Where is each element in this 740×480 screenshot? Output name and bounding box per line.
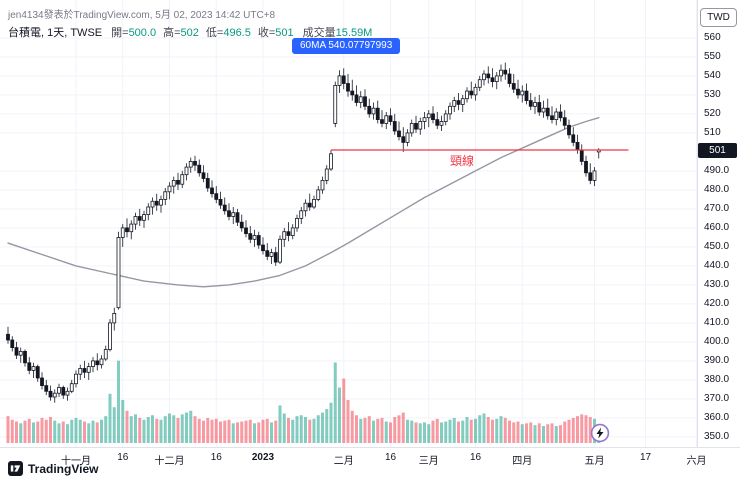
tradingview-attribution[interactable]: TradingView xyxy=(8,461,98,476)
time-axis-label[interactable]: 2023 xyxy=(251,452,275,463)
price-axis-label: 420.0 xyxy=(704,297,730,309)
price-axis-label: 480.0 xyxy=(704,183,730,195)
tradingview-logo-icon xyxy=(8,461,23,476)
time-axis-label[interactable]: 16 xyxy=(469,452,482,463)
brand-text: TradingView xyxy=(28,461,99,476)
currency-button[interactable]: TWD xyxy=(700,8,737,27)
price-axis-label: 510 xyxy=(704,126,721,138)
time-axis-label[interactable]: 四月 xyxy=(512,456,533,467)
ma-value-tooltip: 60MA 540.07797993 xyxy=(292,38,401,54)
price-axis-label: 560 xyxy=(704,31,721,43)
ohlc-value: 502 xyxy=(180,27,199,39)
chart-legend: 台積電, 1天, TWSE 開=500.0 高=502 低=496.5 收=501 成… xyxy=(8,24,372,40)
time-axis-label[interactable]: 三月 xyxy=(418,456,439,467)
volume-value: 15.59M xyxy=(335,27,373,39)
price-axis-label: 520 xyxy=(704,107,721,119)
price-axis-label: 390.0 xyxy=(704,354,730,366)
ohlc-label: 收= xyxy=(257,27,276,39)
price-axis-label: 550 xyxy=(704,50,721,62)
time-axis-label[interactable]: 16 xyxy=(117,452,129,463)
volume-legend: 成交量15.59M xyxy=(303,24,373,40)
neckline-label[interactable]: 頸線 xyxy=(450,154,475,168)
time-axis-label[interactable]: 五月 xyxy=(584,456,605,467)
price-axis-label: 350.0 xyxy=(704,430,730,442)
ohlc-label: 高= xyxy=(163,27,181,39)
ohlc-label: 低= xyxy=(205,27,224,39)
volume-label: 成交量 xyxy=(302,27,336,39)
price-axis-label: 470.0 xyxy=(704,202,730,214)
price-axis-label: 430.0 xyxy=(704,278,730,290)
ohlc-pair: 開=500.0 xyxy=(111,24,156,40)
ohlc-value: 501 xyxy=(275,27,294,39)
lightning-icon[interactable] xyxy=(590,423,610,443)
ohlc-label: 開= xyxy=(111,27,129,39)
ohlc-pair: 高=502 xyxy=(163,24,199,40)
price-axis-label: 440.0 xyxy=(704,259,730,271)
time-axis-label[interactable]: 16 xyxy=(384,452,397,463)
price-axis-label: 370.0 xyxy=(704,392,730,404)
time-axis-label[interactable]: 十二月 xyxy=(154,456,185,467)
price-axis-label: 460.0 xyxy=(704,221,730,233)
price-axis-label: 490.0 xyxy=(704,164,730,176)
price-axis-label: 400.0 xyxy=(704,335,730,347)
price-axis-label: 450.0 xyxy=(704,240,730,252)
ohlc-value: 500.0 xyxy=(128,27,157,39)
price-axis[interactable]: 560 550 540 530 520 510 490.0 480.0 470.0 460.0 45… xyxy=(697,0,740,447)
time-axis-label[interactable]: 十一月 xyxy=(61,456,91,467)
publisher-line: jen4134發表於TradingView.com, 5月 02, 2023 1… xyxy=(8,10,276,21)
price-axis-label: 410.0 xyxy=(704,316,730,328)
time-axis-label[interactable]: 二月 xyxy=(333,456,354,467)
price-axis-label: 530 xyxy=(704,88,721,100)
price-axis-label: 380.0 xyxy=(704,373,730,385)
time-axis-label[interactable]: 16 xyxy=(210,452,222,463)
ohlc-value: 496.5 xyxy=(223,27,251,39)
time-axis-label[interactable]: 六月 xyxy=(686,456,707,467)
ohlc-pair: 收=501 xyxy=(258,24,294,40)
ohlc-pair: 低=496.5 xyxy=(206,24,251,40)
time-axis-label[interactable]: 17 xyxy=(639,452,652,463)
price-axis-label: 360.0 xyxy=(704,411,730,423)
last-price-badge: 501 xyxy=(698,143,737,158)
ohlc-values: 開=500.0 高=502 低=496.5 收=501 xyxy=(111,24,294,40)
time-axis[interactable]: 十一月 16 十二月 16 2023 二月 16 三月 16 四月 五月 17 六月 xyxy=(0,447,740,467)
symbol-title[interactable]: 台積電, 1天, TWSE xyxy=(8,27,103,39)
price-axis-label: 540 xyxy=(704,69,721,81)
